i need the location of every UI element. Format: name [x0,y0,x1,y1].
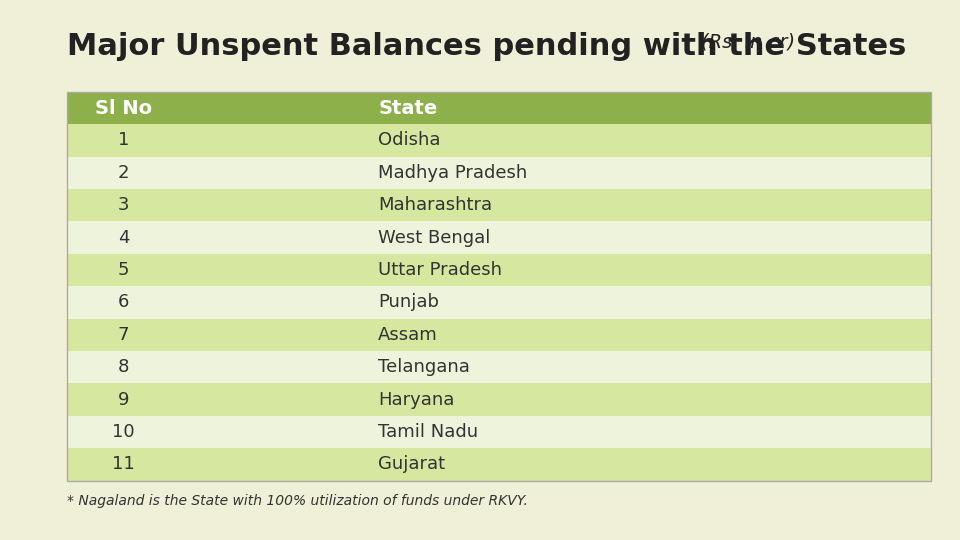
Text: Maharashtra: Maharashtra [378,196,492,214]
Text: 10: 10 [112,423,134,441]
Text: Major Unspent Balances pending with the States: Major Unspent Balances pending with the … [67,32,906,62]
Text: 6: 6 [118,293,129,312]
Text: 1: 1 [118,131,129,150]
Text: State: State [378,98,438,118]
Text: Haryana: Haryana [378,390,455,409]
Text: 7: 7 [118,326,129,344]
Text: Telangana: Telangana [378,358,470,376]
Text: Sl No: Sl No [95,98,152,118]
Text: * Nagaland is the State with 100% utilization of funds under RKVY.: * Nagaland is the State with 100% utiliz… [67,494,528,508]
Text: 8: 8 [118,358,129,376]
Text: (Rs. in cr): (Rs. in cr) [701,32,795,51]
Text: Gujarat: Gujarat [378,455,445,474]
Text: 11: 11 [112,455,134,474]
Text: West Bengal: West Bengal [378,228,491,247]
Text: Tamil Nadu: Tamil Nadu [378,423,478,441]
Text: 3: 3 [118,196,129,214]
Text: Uttar Pradesh: Uttar Pradesh [378,261,502,279]
Text: 4: 4 [118,228,129,247]
Text: 2: 2 [118,164,129,182]
Text: Madhya Pradesh: Madhya Pradesh [378,164,527,182]
Text: Punjab: Punjab [378,293,440,312]
Text: 5: 5 [118,261,129,279]
Text: Assam: Assam [378,326,438,344]
Text: Odisha: Odisha [378,131,441,150]
Text: 9: 9 [118,390,129,409]
